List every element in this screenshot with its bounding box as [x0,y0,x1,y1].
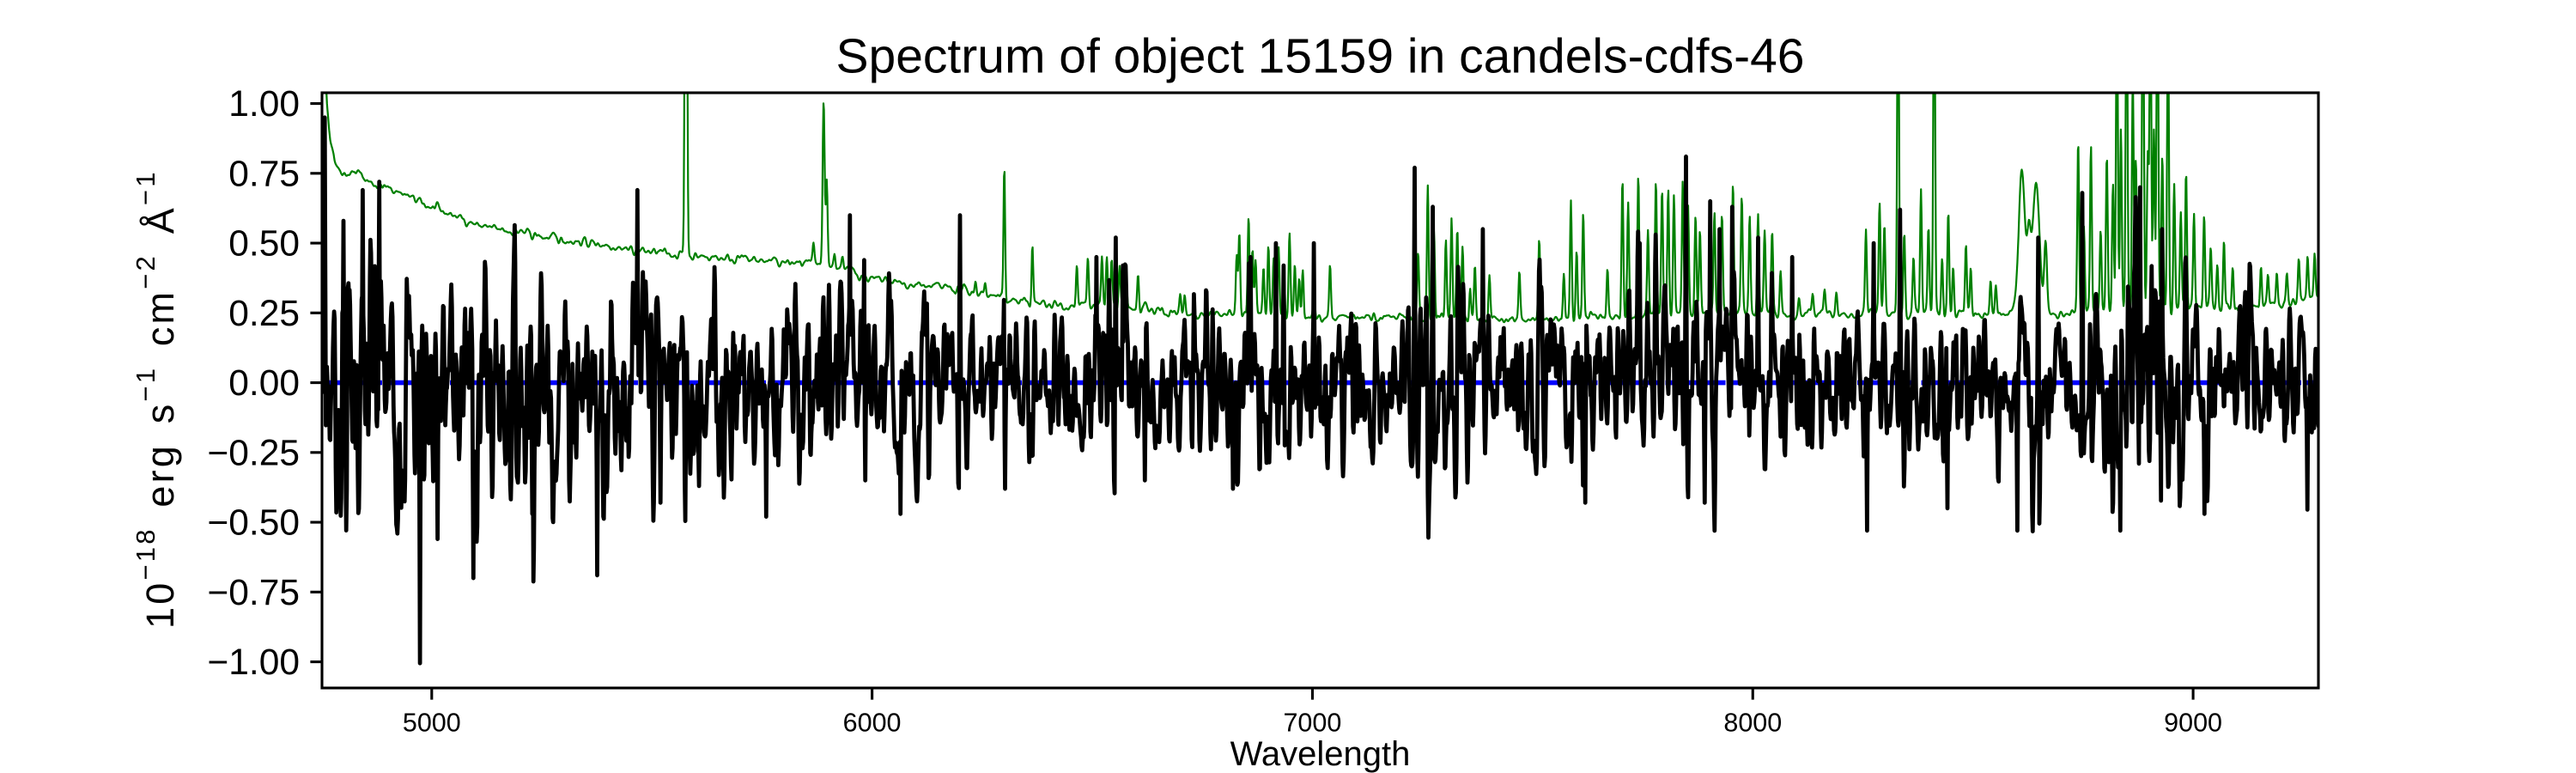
svg-text:0.75: 0.75 [228,154,300,194]
svg-text:6000: 6000 [843,709,902,738]
svg-text:7000: 7000 [1283,709,1341,738]
svg-text:9000: 9000 [2164,709,2222,738]
svg-text:Spectrum of object 15159 in ca: Spectrum of object 15159 in candels-cdfs… [836,29,1805,84]
svg-text:−1.00: −1.00 [207,642,300,683]
svg-text:−0.75: −0.75 [207,573,300,613]
svg-text:0.00: 0.00 [228,363,300,404]
svg-text:−0.50: −0.50 [207,503,300,544]
svg-text:Wavelength: Wavelength [1230,735,1411,773]
svg-text:−0.25: −0.25 [207,433,300,473]
svg-text:8000: 8000 [1723,709,1782,738]
svg-text:10−18 erg s−1 cm−2 Å−1: 10−18 erg s−1 cm−2 Å−1 [131,169,182,629]
svg-text:5000: 5000 [403,709,461,738]
svg-text:0.25: 0.25 [228,294,300,334]
svg-text:1.00: 1.00 [228,84,300,125]
svg-text:0.50: 0.50 [228,224,300,265]
